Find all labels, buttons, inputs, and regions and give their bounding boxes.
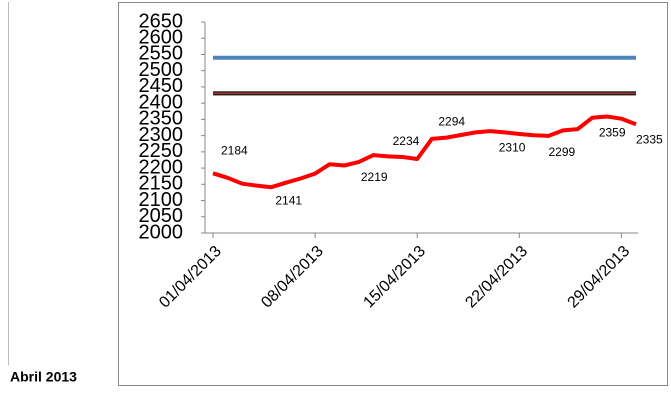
x-tick-label: 08/04/2013	[258, 243, 327, 312]
line-series	[212, 114, 637, 190]
data-label: 2294	[438, 115, 465, 129]
chart-frame	[118, 2, 668, 386]
data-label: 2359	[599, 126, 626, 140]
data-label: 2219	[361, 170, 388, 184]
x-tick-label: 01/04/2013	[156, 243, 225, 312]
data-label: 2184	[221, 143, 248, 157]
y-tick-label: 2550	[139, 43, 184, 65]
data-label: 2335	[636, 132, 663, 146]
x-tick-label: 15/04/2013	[360, 243, 429, 312]
data-label: 2234	[393, 134, 420, 148]
caption: Abril 2013	[10, 369, 77, 385]
y-tick-label: 2100	[139, 189, 184, 211]
y-tick-label: 2050	[139, 205, 184, 227]
x-tick-label: 29/04/2013	[565, 243, 634, 312]
y-tick-label: 2250	[139, 140, 184, 162]
data-label: 2141	[275, 193, 302, 207]
y-tick-label: 2150	[139, 173, 184, 195]
y-tick-label: 2500	[139, 59, 184, 81]
y-tick-label: 2600	[139, 27, 184, 49]
y-tick-label: 2350	[139, 108, 184, 130]
y-tick-label: 2400	[139, 91, 184, 113]
data-label: 2310	[499, 141, 526, 155]
y-tick-label: 2650	[139, 10, 184, 32]
y-tick-label: 2300	[139, 124, 184, 146]
x-tick-label: 22/04/2013	[462, 243, 531, 312]
y-tick-label: 2000	[139, 221, 184, 243]
y-tick-label: 2450	[139, 75, 184, 97]
y-tick-label: 2200	[139, 156, 184, 178]
data-label: 2299	[548, 145, 575, 159]
